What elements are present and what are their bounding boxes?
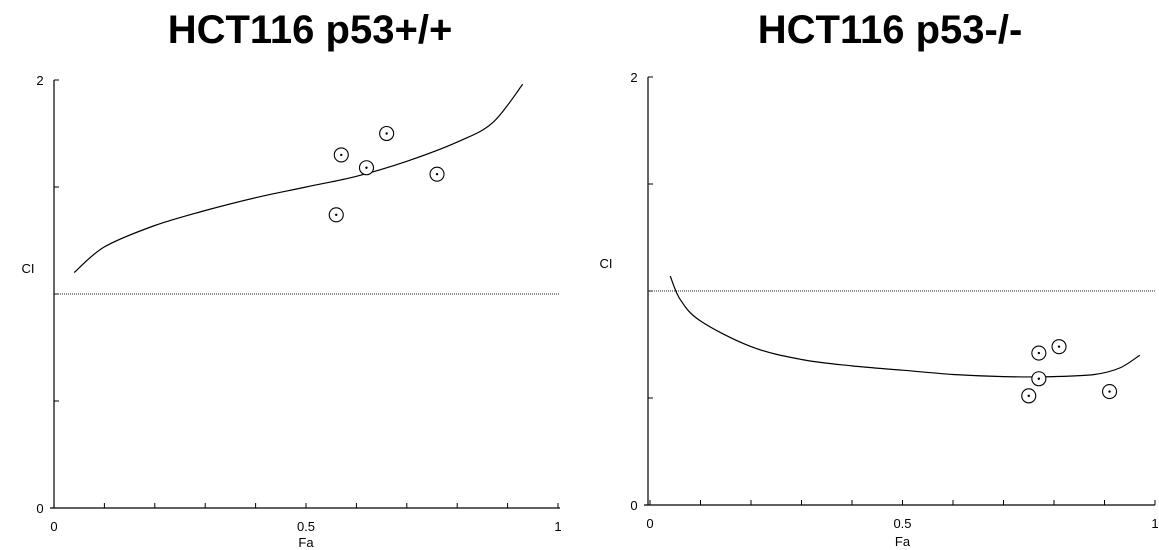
y-axis-label-p53-wildtype: CI — [22, 261, 35, 276]
x-tick-label-p53-wildtype: 0 — [50, 519, 57, 534]
chart-title-p53-null: HCT116 p53-/- — [757, 8, 1023, 52]
data-point-center-p53-wildtype — [335, 213, 338, 217]
data-point-center-p53-null — [1057, 345, 1061, 348]
data-point-center-p53-null — [1037, 377, 1041, 380]
fa-ci-curve-p53-wildtype — [73, 83, 524, 274]
x-axis-label-p53-null: Fa — [895, 534, 911, 549]
data-point-center-p53-wildtype — [385, 132, 388, 135]
y-tick-label-p53-wildtype: 2 — [36, 73, 43, 88]
chart-title-p53-wildtype: HCT116 p53+/+ — [167, 8, 453, 52]
data-point-center-p53-null — [1027, 394, 1030, 398]
x-axis-label-p53-wildtype: Fa — [298, 535, 314, 550]
y-tick-label-p53-null: 2 — [630, 70, 637, 85]
y-axis-label-p53-null: CI — [600, 256, 613, 271]
x-tick-label-p53-null: 1 — [1151, 516, 1158, 531]
data-point-center-p53-null — [1108, 390, 1111, 393]
x-tick-label-p53-wildtype: 0.5 — [297, 519, 315, 534]
data-point-center-p53-wildtype — [340, 153, 343, 157]
x-tick-label-p53-wildtype: 1 — [554, 519, 561, 534]
y-tick-label-p53-wildtype: 0 — [36, 501, 43, 516]
x-tick-label-p53-null: 0.5 — [893, 516, 911, 531]
data-point-center-p53-wildtype — [365, 166, 368, 169]
fa-ci-curve-p53-null — [669, 275, 1141, 378]
data-point-center-p53-wildtype — [435, 172, 439, 176]
data-point-center-p53-null — [1037, 351, 1041, 355]
y-tick-label-p53-null: 0 — [630, 498, 637, 513]
x-tick-label-p53-null: 0 — [646, 516, 653, 531]
